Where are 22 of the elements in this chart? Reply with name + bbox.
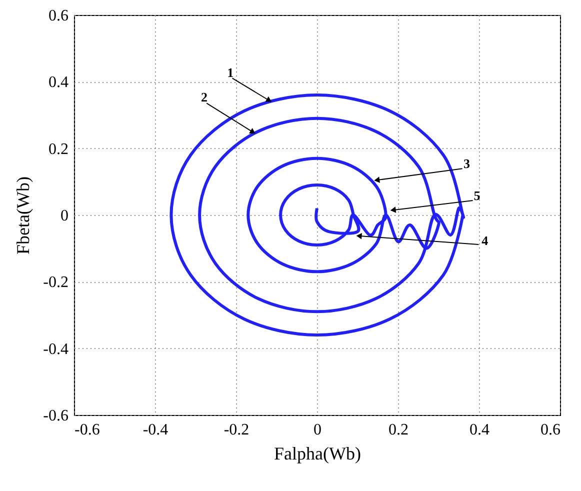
y-axis-title: Fbeta(Wb) [13,176,34,254]
y-tick-label: -0.2 [43,274,68,292]
x-tick-label: 0.6 [540,422,560,438]
x-tick-label: -0.4 [142,422,168,438]
y-tick-label: -0.4 [43,340,68,358]
annotation: 1 [227,65,234,80]
x-tick-label: -0.2 [224,422,250,438]
annotation: 5 [474,188,481,203]
annotation: 4 [482,233,489,248]
y-tick-label: 0 [60,208,68,224]
x-tick-label: -0.6 [74,422,100,438]
x-tick-label: 0.2 [388,422,408,438]
y-tick-label: -0.6 [43,408,68,424]
line-series [170,94,464,336]
x-axis-title: Falpha(Wb) [274,444,361,464]
x-tick-label: 0 [314,422,322,438]
y-tick-label: 0.2 [48,140,68,158]
y-tick-label: 0.4 [48,74,68,92]
x-tick-label: 0.4 [470,422,490,438]
annotation: 3 [464,156,470,171]
y-tick-label: 0.6 [48,8,68,24]
annotation: 2 [200,90,208,105]
